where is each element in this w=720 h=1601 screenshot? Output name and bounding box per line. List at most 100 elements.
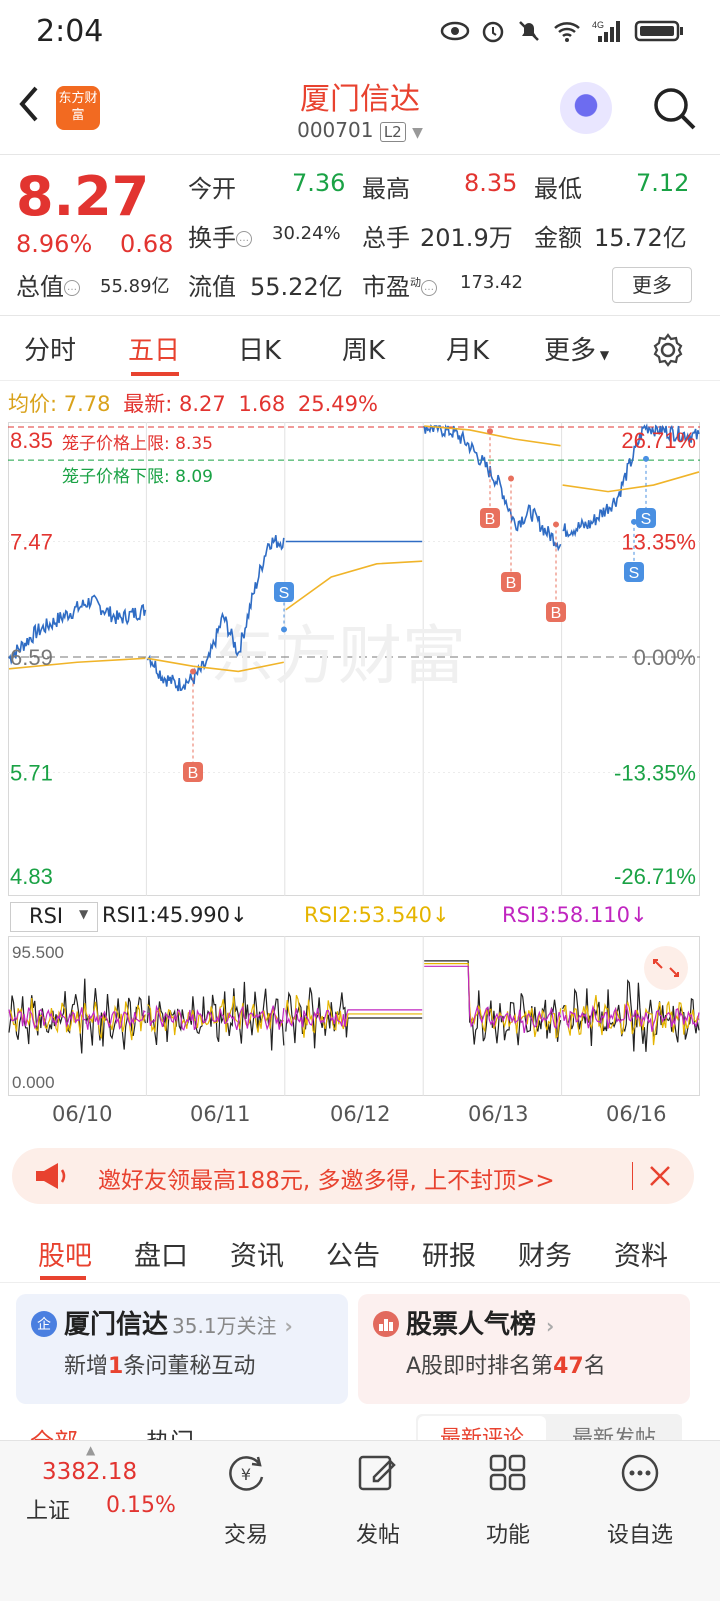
y-axis-left-label: 5.71 bbox=[10, 761, 53, 786]
post-button[interactable]: 发帖 bbox=[328, 1451, 428, 1548]
rsi-chart[interactable]: 95.500 0.000 bbox=[8, 936, 700, 1096]
stock-code-text: 000701 bbox=[297, 118, 374, 142]
card-subtitle: A股即时排名第47名 bbox=[406, 1354, 606, 1379]
functions-button[interactable]: 功能 bbox=[458, 1451, 558, 1548]
buy-marker bbox=[183, 762, 203, 782]
stock-name: 厦门信达 bbox=[300, 82, 420, 117]
low-value: 7.12 bbox=[636, 169, 690, 197]
stock-code-selector[interactable]: 000701 L2 ▼ bbox=[0, 118, 720, 142]
dropdown-caret-icon: ▼ bbox=[412, 125, 423, 141]
trade-point bbox=[190, 668, 196, 675]
pe-label: 市盈动… bbox=[362, 267, 437, 302]
date-label: 06/10 bbox=[52, 1102, 113, 1126]
y-axis-right-label: -26.71% bbox=[614, 864, 696, 889]
y-axis-left-label: 8.35 bbox=[10, 428, 53, 453]
marker-label: B bbox=[485, 511, 496, 528]
rsi-line bbox=[562, 979, 700, 1052]
add-watchlist-button[interactable]: 设自选 bbox=[590, 1451, 690, 1548]
indicator-select[interactable]: RSI ▼ bbox=[10, 902, 98, 932]
index-ticker[interactable]: ▲ 3382.18 上证 0.15% bbox=[16, 1441, 186, 1541]
popularity-ranking-card[interactable]: 股票人气榜 › A股即时排名第47名 bbox=[358, 1294, 690, 1404]
info-icon[interactable]: … bbox=[421, 280, 437, 296]
price-line bbox=[562, 423, 700, 538]
caret-down-icon: ▼ bbox=[79, 907, 89, 921]
tab-monthly-k[interactable]: 月K bbox=[446, 336, 490, 366]
marker-label: B bbox=[188, 765, 199, 782]
float-cap-label: 流值 bbox=[188, 273, 236, 301]
expand-button[interactable] bbox=[644, 946, 688, 990]
tab-forum[interactable]: 股吧 bbox=[38, 1241, 92, 1272]
tab-announcements[interactable]: 公告 bbox=[326, 1241, 380, 1272]
svg-text:4G: 4G bbox=[592, 20, 604, 30]
buy-marker bbox=[546, 602, 566, 622]
amount-value: 15.72亿 bbox=[594, 224, 687, 252]
active-tab-indicator bbox=[40, 1276, 86, 1280]
gear-icon bbox=[653, 333, 683, 367]
tab-daily-k[interactable]: 日K bbox=[238, 336, 282, 366]
active-tab-indicator bbox=[131, 372, 179, 376]
float-cap-value: 55.22亿 bbox=[250, 273, 343, 301]
tab-financials[interactable]: 财务 bbox=[518, 1241, 572, 1272]
cage-lower-label: 笼子价格下限: 8.09 bbox=[62, 467, 213, 487]
tab-research[interactable]: 研报 bbox=[422, 1241, 476, 1272]
svg-text:¥: ¥ bbox=[241, 1465, 251, 1484]
price-line bbox=[423, 423, 562, 552]
sell-marker bbox=[274, 582, 294, 602]
turnover-label: 换手… bbox=[188, 218, 252, 253]
latest-price: 8.27 bbox=[178, 392, 226, 416]
mute-bell-icon bbox=[519, 21, 539, 41]
tab-news[interactable]: 资讯 bbox=[230, 1241, 284, 1272]
high-label: 最高 bbox=[362, 175, 410, 203]
mktcap-value: 55.89亿 bbox=[100, 276, 170, 297]
trade-point bbox=[643, 455, 649, 462]
mktcap-label: 总值… bbox=[16, 267, 80, 302]
back-button[interactable] bbox=[14, 82, 44, 134]
ai-assistant-avatar[interactable] bbox=[560, 82, 612, 134]
trade-point bbox=[553, 521, 559, 528]
buy-marker bbox=[501, 572, 521, 592]
date-label: 06/16 bbox=[606, 1102, 667, 1126]
tab-intraday[interactable]: 分时 bbox=[24, 336, 77, 366]
low-label: 最低 bbox=[534, 175, 582, 203]
status-bar: 2:04 4G bbox=[0, 0, 720, 64]
promo-text: 邀好友领最高188元, 多邀多得, 上不封顶>> bbox=[98, 1168, 555, 1194]
search-button[interactable] bbox=[650, 84, 698, 136]
more-quote-button[interactable]: 更多 bbox=[612, 267, 692, 303]
rsi-line bbox=[8, 978, 146, 1054]
change-percent: 8.96% bbox=[16, 230, 93, 258]
company-forum-card[interactable]: 企 厦门信达 35.1万关注 › 新增1条问董秘互动 bbox=[16, 1294, 348, 1404]
info-icon[interactable]: … bbox=[236, 231, 252, 247]
tab-profile[interactable]: 资料 bbox=[614, 1241, 668, 1272]
chart-settings-button[interactable] bbox=[650, 332, 686, 372]
tab-weekly-k[interactable]: 周K bbox=[342, 336, 386, 366]
chevron-right-icon: › bbox=[546, 1314, 555, 1338]
five-day-price-chart[interactable]: 东方财富 8.35 26.71% 7.47 13.35% 6.59 0.00% 5.71 -1… bbox=[8, 422, 700, 896]
y-axis-left-label: 7.47 bbox=[10, 530, 53, 555]
status-icons: 4G bbox=[440, 18, 684, 44]
trade-button[interactable]: ¥ 交易 bbox=[196, 1451, 296, 1548]
content-tabs: 股吧 盘口 资讯 公告 研报 财务 资料 bbox=[0, 1220, 720, 1283]
trade-point bbox=[487, 428, 493, 435]
close-icon[interactable] bbox=[648, 1164, 672, 1188]
rsi-line bbox=[147, 1004, 285, 1031]
rsi-line bbox=[8, 997, 146, 1041]
card-title: 股票人气榜 › bbox=[406, 1310, 555, 1340]
tab-order-book[interactable]: 盘口 bbox=[134, 1241, 188, 1272]
rsi2-value: RSI2:53.540↓ bbox=[304, 903, 450, 927]
price-summary-line: 均价: 7.78 最新: 8.27 1.68 25.49% bbox=[8, 392, 378, 416]
rsi-line bbox=[424, 965, 562, 1034]
tab-five-day[interactable]: 五日 bbox=[128, 336, 181, 366]
promo-banner[interactable]: 邀好友领最高188元, 多邀多得, 上不封顶>> bbox=[12, 1148, 694, 1204]
info-icon[interactable]: … bbox=[64, 280, 80, 296]
divider bbox=[632, 1162, 633, 1190]
trade-point bbox=[281, 626, 287, 633]
marker-label: B bbox=[506, 575, 517, 592]
open-label: 今开 bbox=[188, 175, 236, 203]
svg-text:企: 企 bbox=[37, 1316, 51, 1333]
rsi-line bbox=[424, 963, 562, 1039]
tab-more[interactable]: 更多 ▼ bbox=[544, 336, 610, 366]
card-title: 厦门信达 35.1万关注 › bbox=[64, 1310, 293, 1340]
average-line bbox=[285, 560, 423, 611]
marker-label: S bbox=[279, 585, 290, 602]
edit-icon bbox=[358, 1455, 396, 1491]
